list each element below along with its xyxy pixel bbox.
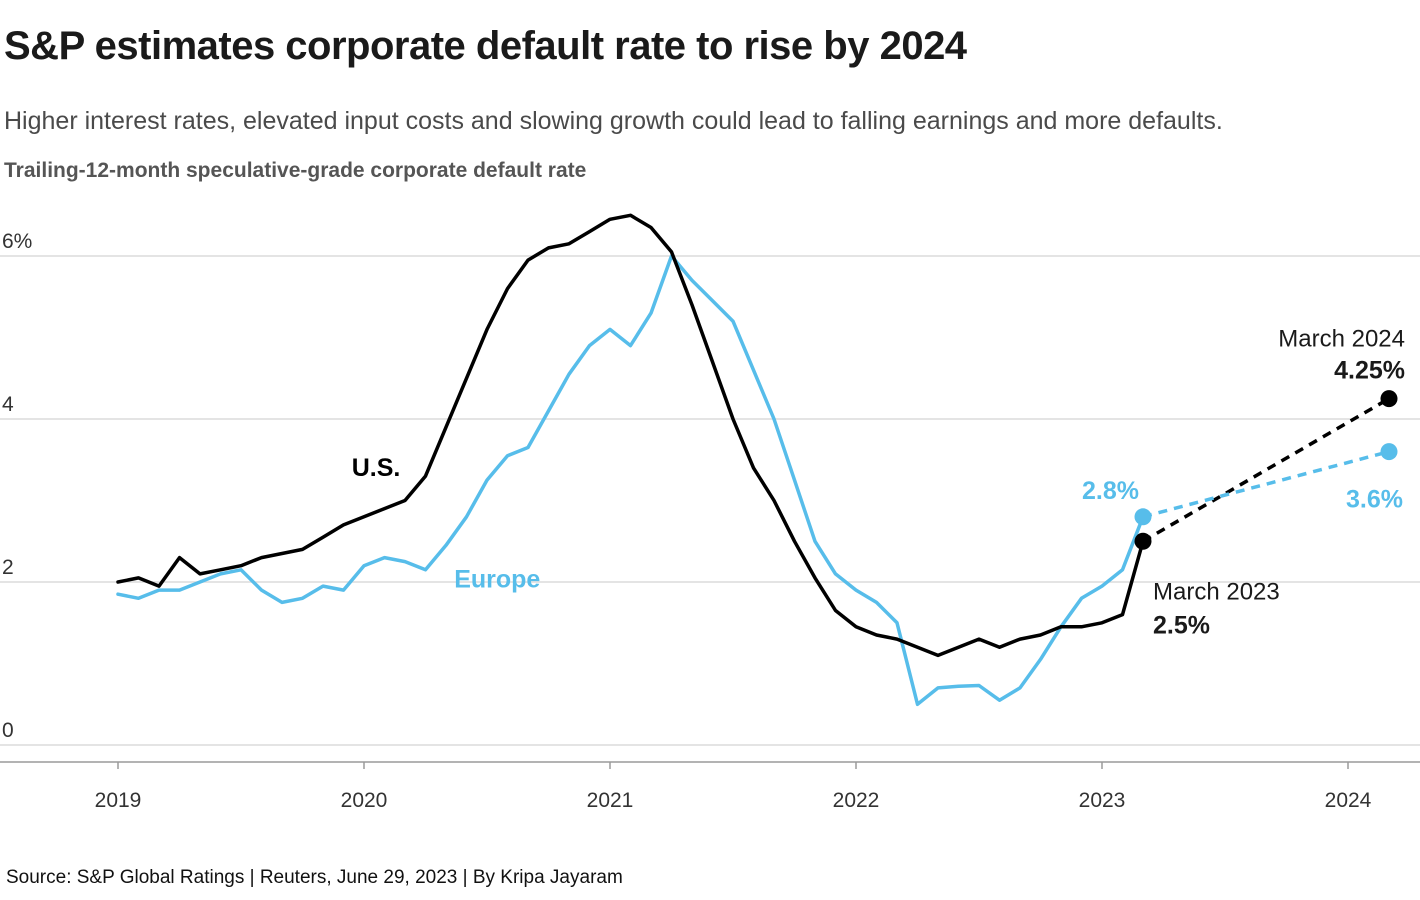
x-axis-label-2019: 2019 xyxy=(95,789,142,812)
annotation-march-2023: March 2023 xyxy=(1153,578,1280,605)
y-axis-label-4: 4 xyxy=(2,393,14,416)
x-axis-label-2022: 2022 xyxy=(833,789,880,812)
marker-dot-u-s-50 xyxy=(1134,532,1152,550)
forecast-line-u-s-forecast xyxy=(1142,397,1390,543)
annotation-3-6: 3.6% xyxy=(1346,486,1403,514)
annotation-4-25: 4.25% xyxy=(1334,357,1405,385)
annotation-2-8: 2.8% xyxy=(1082,477,1139,505)
chart-area: 0 2 4 6% 2019 2020 2021 2022 2023 2024 U.S. Europe 2… xyxy=(0,200,1420,840)
default-rate-line-chart: 0 2 4 6% 2019 2020 2021 2022 2023 2024 U.S. Europe 2… xyxy=(0,213,1420,812)
source-line: Source: S&P Global Ratings | Reuters, Ju… xyxy=(6,867,623,888)
x-axis-label-2024: 2024 xyxy=(1325,789,1372,812)
series-line-u-s xyxy=(116,213,1145,658)
annotation-march-2024: March 2024 xyxy=(1278,326,1405,353)
series-line-europe xyxy=(116,254,1145,707)
page-subtitle: Higher interest rates, elevated input co… xyxy=(4,107,1223,135)
annotation-europe: Europe xyxy=(454,566,540,594)
marker-dot-europe-62 xyxy=(1380,443,1398,461)
chart-label: Trailing-12-month speculative-grade corp… xyxy=(4,159,587,182)
forecast-line-europe-forecast xyxy=(1142,449,1390,519)
x-axis-label-2023: 2023 xyxy=(1079,789,1126,812)
y-axis-label-2: 2 xyxy=(2,556,14,579)
marker-dot-u-s-62 xyxy=(1380,390,1398,408)
page-title: S&P estimates corporate default rate to … xyxy=(4,24,967,68)
annotation-u-s: U.S. xyxy=(352,454,401,482)
y-axis-label-0: 0 xyxy=(2,719,14,742)
marker-dot-europe-50 xyxy=(1134,508,1152,526)
y-axis-label-6: 6% xyxy=(2,230,32,253)
annotation-2-5: 2.5% xyxy=(1153,611,1210,639)
x-axis-label-2021: 2021 xyxy=(587,789,634,812)
x-axis-label-2020: 2020 xyxy=(341,789,388,812)
